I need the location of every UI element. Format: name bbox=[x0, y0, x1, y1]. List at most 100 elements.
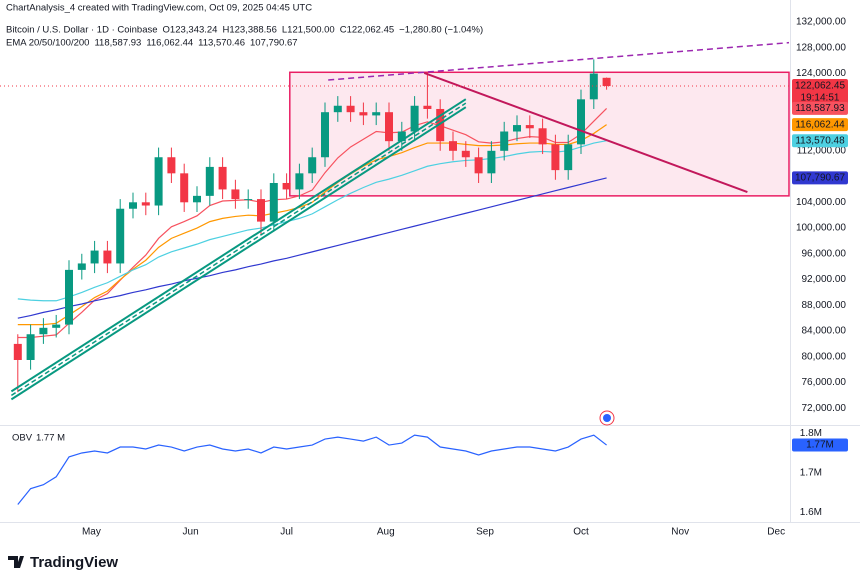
channel-line bbox=[10, 102, 467, 397]
candle-body bbox=[551, 144, 560, 171]
y-tick-label: 104,000.00 bbox=[796, 197, 846, 208]
credit: ChartAnalysis_4 created with TradingView… bbox=[6, 3, 312, 14]
candle-body bbox=[129, 202, 137, 209]
x-tick-label: Nov bbox=[671, 527, 689, 538]
legend-text: H123,388.56 bbox=[222, 25, 276, 36]
candle-body bbox=[141, 202, 150, 206]
x-tick-label: Jun bbox=[183, 527, 199, 538]
candle-body bbox=[513, 125, 521, 132]
price-label: 116,062.44 bbox=[795, 119, 845, 130]
ema-line bbox=[17, 140, 607, 302]
candle-body bbox=[474, 157, 483, 174]
candle-body bbox=[589, 73, 598, 100]
price-label: 118,587.93 bbox=[795, 103, 845, 114]
candle-body bbox=[244, 199, 253, 201]
x-tick-label: Jul bbox=[280, 527, 293, 538]
legend-text: EMA 20/50/100/200 bbox=[6, 38, 89, 49]
x-tick-label: Oct bbox=[573, 527, 589, 538]
legend-text: 107,790.67 bbox=[250, 38, 298, 49]
y-tick-label: 80,000.00 bbox=[802, 351, 847, 362]
legend-text: 116,062.44 bbox=[146, 38, 193, 49]
candle-body bbox=[218, 166, 227, 190]
candle-body bbox=[500, 131, 509, 151]
x-tick-label: Aug bbox=[377, 527, 395, 538]
trendline bbox=[423, 71, 748, 193]
legend-text: −1,280.80 (−1.04%) bbox=[399, 25, 483, 36]
candle-body bbox=[423, 105, 432, 109]
candle-body bbox=[487, 150, 496, 174]
candle-body bbox=[359, 112, 368, 116]
candle-body bbox=[205, 166, 214, 196]
flag-icon bbox=[599, 410, 615, 426]
price-label-box bbox=[792, 438, 848, 452]
candle-body bbox=[346, 105, 355, 113]
channel-line bbox=[10, 98, 467, 393]
y-tick-label: 132,000.00 bbox=[796, 17, 846, 28]
logo-mark bbox=[8, 556, 24, 568]
logo: TradingView bbox=[8, 554, 118, 571]
candle-body bbox=[180, 173, 189, 203]
candle-body bbox=[577, 99, 585, 145]
price-pane bbox=[10, 41, 790, 401]
x-tick-label: Dec bbox=[767, 527, 785, 538]
ema-line bbox=[17, 124, 607, 326]
dashed-trendline bbox=[328, 41, 790, 81]
price-label-box bbox=[792, 101, 848, 115]
legend-text: 118,587.93 bbox=[94, 38, 141, 49]
candle-body bbox=[282, 182, 291, 190]
x-tick-label: Sep bbox=[476, 527, 494, 538]
y-tick-label: 124,000.00 bbox=[796, 68, 846, 79]
price-label: 113,570.48 bbox=[795, 135, 845, 146]
y-tick-label: 76,000.00 bbox=[802, 377, 847, 388]
candle-body bbox=[321, 112, 329, 158]
channel-line bbox=[10, 106, 467, 401]
legend-text: L121,500.00 bbox=[282, 25, 335, 36]
legend: Bitcoin / U.S. Dollar · 1D · Coinbase O12… bbox=[6, 25, 483, 49]
candle-body bbox=[269, 182, 278, 222]
candle-body bbox=[65, 269, 73, 325]
candle-body bbox=[449, 141, 457, 151]
countdown: 19:14:51 bbox=[801, 93, 840, 104]
y2-tick-label: 1.7M bbox=[800, 467, 822, 478]
price-label-box bbox=[792, 171, 848, 185]
candle-body bbox=[154, 157, 163, 206]
y-tick-label: 100,000.00 bbox=[796, 223, 846, 234]
obv-value: 1.77 M bbox=[36, 433, 65, 444]
legend-text: O123,343.24 bbox=[163, 25, 218, 36]
candle-body bbox=[167, 157, 176, 174]
candle-body bbox=[90, 250, 99, 264]
candle-body bbox=[193, 195, 201, 203]
candle-body bbox=[461, 150, 470, 158]
logo-text: TradingView bbox=[30, 554, 118, 571]
candle-body bbox=[602, 77, 611, 87]
legend-text: 113,570.46 bbox=[198, 38, 245, 49]
price-label-box bbox=[792, 118, 848, 132]
candle-body bbox=[39, 327, 48, 335]
y-tick-label: 72,000.00 bbox=[802, 403, 847, 414]
candle-body bbox=[564, 144, 573, 171]
candle-body bbox=[308, 157, 317, 174]
y-tick-label: 128,000.00 bbox=[796, 42, 846, 53]
obv-pane bbox=[17, 434, 607, 505]
legend-text: C122,062.45 bbox=[340, 25, 394, 36]
candle-body bbox=[231, 189, 240, 200]
y-tick-label: 112,000.00 bbox=[797, 145, 847, 156]
obv-line bbox=[17, 434, 607, 505]
ema-line bbox=[17, 177, 607, 319]
x-tick-label: May bbox=[82, 527, 101, 538]
candle-body bbox=[333, 105, 342, 113]
candle-body bbox=[525, 125, 534, 129]
candle-body bbox=[103, 250, 112, 264]
y-tick-label: 88,000.00 bbox=[802, 300, 847, 311]
candle-body bbox=[13, 343, 22, 360]
candle-body bbox=[116, 208, 125, 264]
candle-body bbox=[397, 131, 406, 142]
candle-body bbox=[257, 199, 265, 222]
legend-text: Bitcoin / U.S. Dollar · 1D · Coinbase bbox=[6, 25, 158, 36]
candle-body bbox=[295, 173, 304, 190]
price-label-box bbox=[792, 134, 848, 148]
y2-tick-label: 1.6M bbox=[800, 507, 822, 518]
price-label-box bbox=[792, 79, 848, 106]
obv-name: OBV bbox=[12, 433, 33, 444]
